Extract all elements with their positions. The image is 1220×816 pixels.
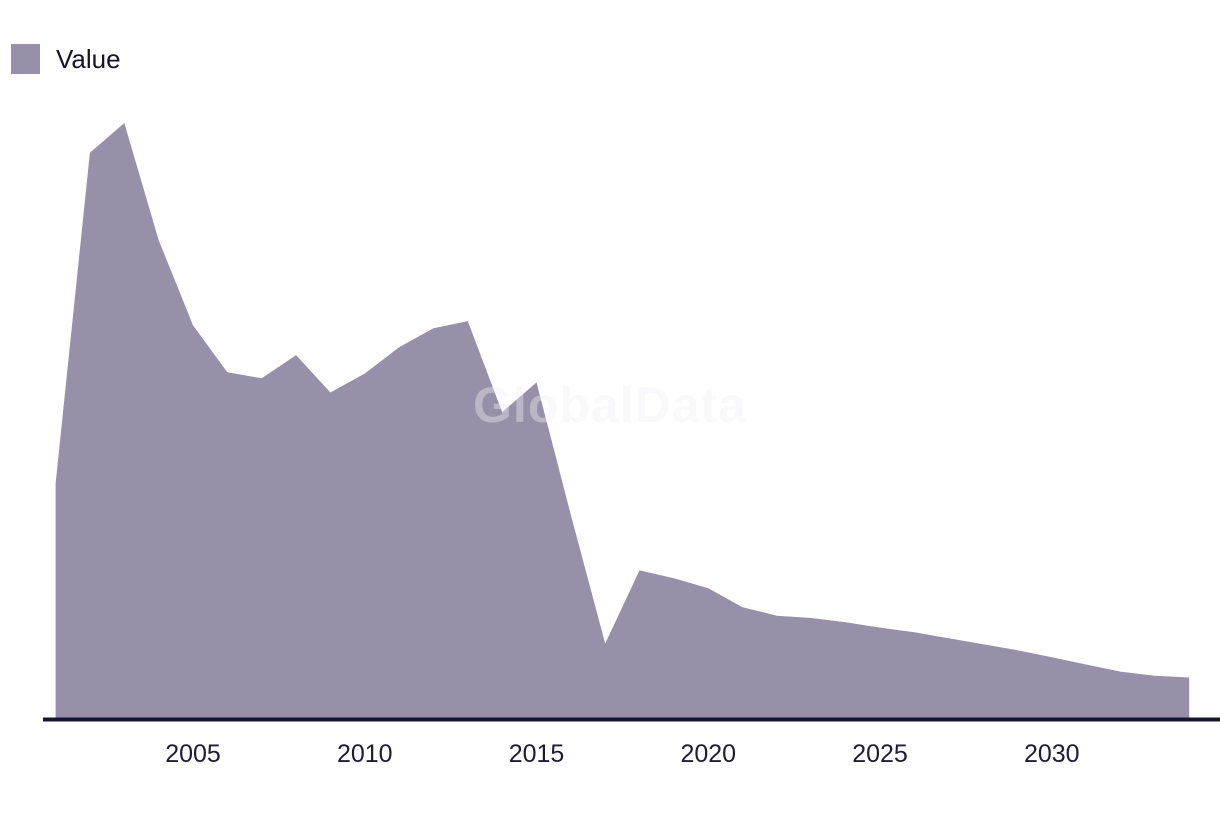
legend-label: Value [56, 44, 121, 74]
x-axis-labels: 2005 2010 2015 2020 2025 2030 [0, 742, 1220, 772]
x-axis-tick-label: 2005 [165, 740, 221, 768]
x-axis-tick-label: 2015 [508, 740, 565, 768]
x-axis-tick-label: 2025 [852, 740, 908, 768]
legend-item-value[interactable]: Value [11, 44, 121, 74]
legend-swatch [11, 44, 40, 74]
x-axis-tick-label: 2010 [336, 740, 393, 768]
area-series-value [55, 123, 1190, 718]
x-axis-tick-label: 2030 [1023, 740, 1080, 768]
x-axis-tick-label: 2020 [680, 740, 737, 768]
